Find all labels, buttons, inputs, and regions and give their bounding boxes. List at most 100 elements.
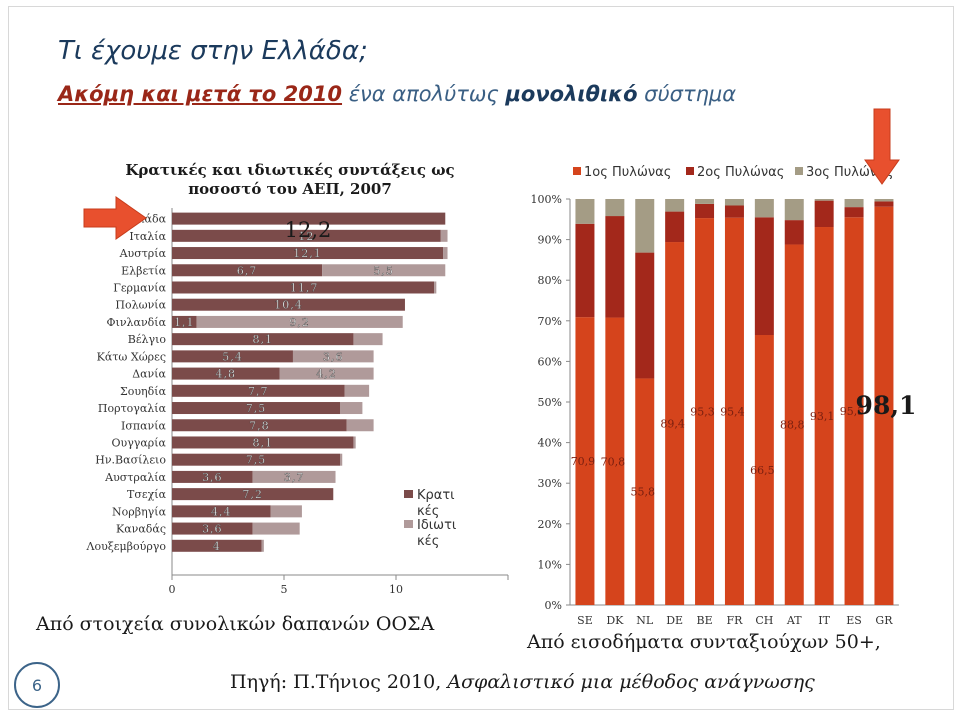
column-segment-pillar-1 [665, 242, 685, 605]
column-segment-pillar-1 [635, 378, 655, 605]
left-category-label: Ελβετία [121, 264, 166, 277]
column-segment-pillar-2 [605, 216, 625, 318]
label-public: 12,1 [293, 247, 322, 260]
left-category-label: Τσεχία [127, 488, 167, 501]
right-value-label: 70,9 [571, 455, 596, 468]
bar-private [292, 350, 374, 363]
label-public: 12 [298, 230, 314, 243]
label-public: 7,8 [249, 419, 270, 432]
left-category-label: Αυστραλία [104, 471, 166, 484]
bar-public [172, 367, 280, 380]
column-segment-pillar-1 [754, 335, 774, 605]
bar-public [172, 488, 334, 501]
right-value-label: 95,4 [720, 405, 745, 418]
bar-public [172, 229, 441, 242]
bar-private [252, 470, 336, 483]
column-segment-pillar-1 [784, 244, 804, 606]
right-y-tick-label: 10% [538, 558, 562, 571]
label-public: 7,5 [246, 454, 267, 467]
right-category-label: FR [726, 614, 743, 627]
right-y-tick-label: 100% [531, 193, 562, 206]
column-segment-pillar-2 [844, 207, 864, 218]
bar-public [172, 247, 444, 260]
right-category-label: GR [875, 614, 893, 627]
bar-private [340, 402, 363, 415]
bar-private [261, 539, 264, 552]
right-category-label: ES [846, 614, 862, 627]
legend-label: κές [417, 504, 439, 519]
left-category-label: Λουξεμβούργο [86, 540, 167, 553]
right-value-label: 70,8 [601, 455, 626, 468]
left-chart-title: ποσοστό του ΑΕΠ, 2007 [188, 180, 392, 198]
label-public: 4,4 [211, 505, 232, 518]
legend-label-pillar-2: 2ος Πυλώνας [697, 165, 784, 180]
column-segment-pillar-3 [754, 199, 774, 218]
left-chart-title: Κρατικές και ιδιωτικές συντάξεις ως [125, 161, 454, 179]
bar-public [172, 539, 262, 552]
legend-label: κές [417, 534, 439, 549]
label-public: 3,6 [202, 471, 223, 484]
label-middle: 11,7 [290, 281, 319, 294]
right-value-label: 55,8 [631, 486, 656, 499]
label-public: 8,1 [252, 333, 273, 346]
page-number: 6 [14, 662, 60, 708]
left-caption: Από στοιχεία συνολικών δαπανών ΟΟΣΑ [36, 613, 435, 635]
label-public: 1,1 [174, 316, 195, 329]
right-category-label: CH [755, 614, 773, 627]
column-segment-pillar-3 [635, 199, 655, 253]
label-public: 5,4 [222, 350, 243, 363]
column-segment-pillar-2 [814, 200, 834, 228]
left-category-label: Φινλανδία [107, 316, 167, 329]
bar-private [353, 436, 356, 449]
bar-public [172, 384, 345, 397]
right-category-label: DE [666, 614, 683, 627]
right-y-tick-label: 90% [538, 234, 562, 247]
bar-private [443, 247, 448, 260]
subtitle-highlight: Ακόμη και μετά το 2010 [58, 82, 343, 106]
legend-swatch-pillar-2 [686, 167, 694, 175]
left-x-tick-label: 0 [169, 583, 176, 596]
bar-public [172, 264, 323, 277]
subtitle-bold: μονολιθικό [505, 82, 638, 106]
bar-public [172, 315, 197, 328]
column-segment-pillar-3 [784, 199, 804, 221]
slide-subtitle: Ακόμη και μετά το 2010 ένα απολύτως μονο… [58, 82, 736, 106]
left-highlight-label: 12,2 [285, 218, 332, 242]
column-segment-pillar-3 [814, 199, 834, 201]
left-category-label: Κάτω Χώρες [97, 350, 166, 363]
label-public: 3,6 [202, 523, 223, 536]
right-y-tick-label: 30% [538, 477, 562, 490]
label-public: 8,1 [252, 436, 273, 449]
column-segment-pillar-1 [575, 317, 595, 605]
right-y-tick-label: 70% [538, 315, 562, 328]
label-private: 3,6 [323, 350, 344, 363]
column-segment-pillar-2 [665, 211, 685, 243]
bar-public [172, 505, 271, 518]
down-pointing-arrow-icon [864, 108, 900, 185]
bar-public [172, 402, 340, 415]
bar-private [196, 315, 403, 328]
source-title: Ασφαλιστικό μια μέθοδος ανάγνωσης [447, 671, 815, 693]
right-pointing-arrow-icon [83, 196, 147, 240]
right-y-tick-label: 50% [538, 396, 562, 409]
left-category-label: Πορτογαλία [98, 402, 167, 415]
column-segment-pillar-1 [605, 317, 625, 605]
bar-private [346, 419, 374, 432]
right-category-label: BE [696, 614, 712, 627]
right-value-label: 89,4 [660, 418, 685, 431]
label-middle: 10,4 [274, 299, 303, 312]
label-public: 7,7 [248, 385, 269, 398]
label-public: 7,2 [242, 488, 263, 501]
left-category-label: Ην.Βασίλειο [95, 454, 166, 467]
column-segment-pillar-1 [814, 227, 834, 605]
column-segment-pillar-2 [784, 220, 804, 245]
column-segment-pillar-2 [695, 203, 715, 219]
source-line: Πηγή: Π.Τήνιος 2010, Ασφαλιστικό μια μέθ… [230, 671, 815, 693]
column-segment-pillar-2 [874, 201, 894, 207]
legend-label: Ιδιωτι [417, 518, 456, 533]
column-segment-pillar-3 [844, 199, 864, 208]
bar-public [172, 281, 435, 294]
column-segment-pillar-3 [695, 199, 715, 204]
column-segment-pillar-3 [575, 199, 595, 224]
